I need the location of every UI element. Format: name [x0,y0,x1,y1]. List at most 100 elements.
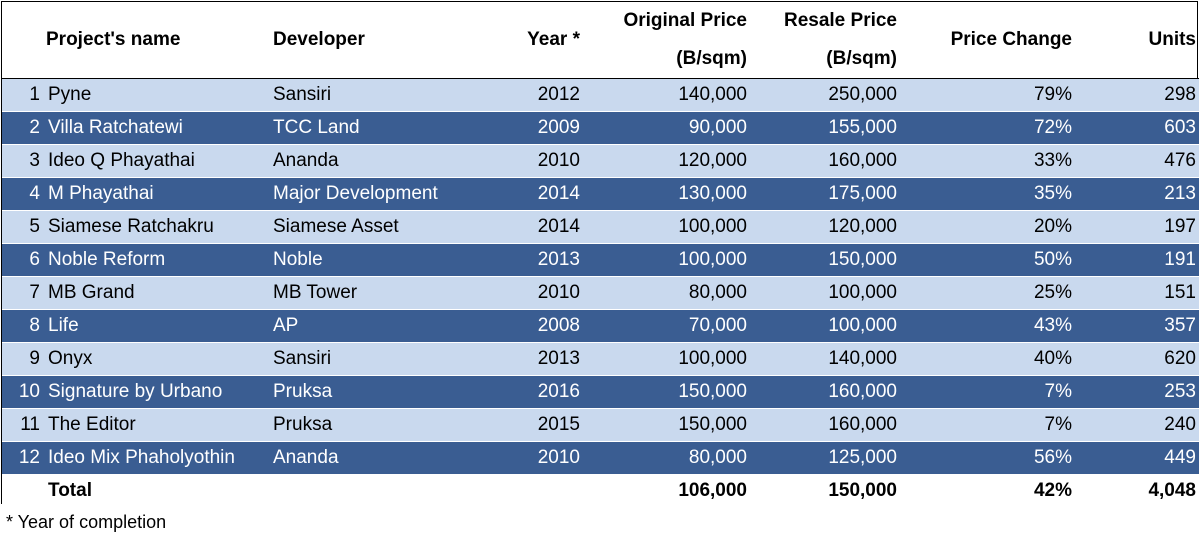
cell-developer: TCC Land [270,111,495,145]
cell-resale-price: 250,000 [750,78,900,112]
header-year: Year * [495,2,583,79]
cell-original-price: 70,000 [583,309,750,343]
cell-price-change: 50% [900,243,1075,277]
cell-units: 620 [1075,342,1199,376]
cell-units: 151 [1075,276,1199,310]
table-row: 1 Pyne Sansiri 2012 140,000 250,000 79% 298 [2,78,1199,112]
cell-year: 2010 [495,144,583,178]
cell-original-price: 130,000 [583,177,750,211]
header-row: Project's name Developer Year * Original… [2,2,1199,79]
table-body: 1 Pyne Sansiri 2012 140,000 250,000 79% 298 2 Vil… [2,78,1199,475]
cell-project-name: Onyx [43,342,270,376]
cell-row-number: 2 [2,111,43,145]
cell-original-price: 100,000 [583,210,750,244]
table-row: 3 Ideo Q Phayathai Ananda 2010 120,000 160,00… [2,144,1199,178]
cell-units: 240 [1075,408,1199,442]
cell-units: 449 [1075,441,1199,475]
header-original-price: Original Price (B/sqm) [583,2,750,79]
cell-year: 2014 [495,210,583,244]
total-label: Total [43,474,270,508]
cell-project-name: MB Grand [43,276,270,310]
cell-units: 298 [1075,78,1199,112]
cell-units: 476 [1075,144,1199,178]
table-row: 5 Siamese Ratchakru Siamese Asset 2014 100,0… [2,210,1199,244]
cell-project-name: Ideo Mix Phaholyothin [43,441,270,475]
cell-original-price: 140,000 [583,78,750,112]
cell-row-number: 1 [2,78,43,112]
cell-original-price: 100,000 [583,243,750,277]
table-row: 6 Noble Reform Noble 2013 100,000 150,000 50% 1… [2,243,1199,277]
cell-project-name: Noble Reform [43,243,270,277]
cell-developer: MB Tower [270,276,495,310]
cell-developer: Ananda [270,144,495,178]
cell-original-price: 80,000 [583,276,750,310]
cell-row-number: 6 [2,243,43,277]
cell-developer: AP [270,309,495,343]
cell-price-change: 20% [900,210,1075,244]
total-year [495,474,583,508]
total-developer [270,474,495,508]
cell-developer: Sansiri [270,78,495,112]
cell-row-number: 8 [2,309,43,343]
cell-project-name: Pyne [43,78,270,112]
cell-developer: Siamese Asset [270,210,495,244]
header-price-change: Price Change [900,2,1075,79]
cell-units: 213 [1075,177,1199,211]
cell-developer: Major Development [270,177,495,211]
table-header: Project's name Developer Year * Original… [2,2,1199,79]
cell-original-price: 90,000 [583,111,750,145]
table-row: 11 The Editor Pruksa 2015 150,000 160,000 7% 24… [2,408,1199,442]
table-row: 10 Signature by Urbano Pruksa 2016 150,000 16… [2,375,1199,409]
price-table: Project's name Developer Year * Original… [1,1,1199,508]
cell-original-price: 150,000 [583,375,750,409]
cell-resale-price: 100,000 [750,276,900,310]
table-footer: Total 106,000 150,000 42% 4,048 [2,474,1199,508]
cell-price-change: 72% [900,111,1075,145]
cell-resale-price: 100,000 [750,309,900,343]
cell-resale-price: 125,000 [750,441,900,475]
cell-units: 197 [1075,210,1199,244]
header-project-name: Project's name [43,2,270,79]
footnote: * Year of completion [6,512,167,532]
cell-row-number: 4 [2,177,43,211]
cell-project-name: Villa Ratchatewi [43,111,270,145]
cell-resale-price: 140,000 [750,342,900,376]
total-num [2,474,43,508]
cell-year: 2009 [495,111,583,145]
cell-year: 2015 [495,408,583,442]
cell-row-number: 5 [2,210,43,244]
cell-project-name: Signature by Urbano [43,375,270,409]
cell-row-number: 9 [2,342,43,376]
cell-developer: Pruksa [270,375,495,409]
cell-resale-price: 175,000 [750,177,900,211]
cell-units: 357 [1075,309,1199,343]
cell-resale-price: 160,000 [750,144,900,178]
table-row: 12 Ideo Mix Phaholyothin Ananda 2010 80,000 1… [2,441,1199,475]
cell-price-change: 35% [900,177,1075,211]
cell-year: 2013 [495,243,583,277]
cell-price-change: 7% [900,408,1075,442]
total-units: 4,048 [1075,474,1199,508]
cell-year: 2010 [495,441,583,475]
table-row: 7 MB Grand MB Tower 2010 80,000 100,000 25% 151 [2,276,1199,310]
cell-year: 2010 [495,276,583,310]
cell-project-name: Ideo Q Phayathai [43,144,270,178]
cell-original-price: 80,000 [583,441,750,475]
cell-year: 2016 [495,375,583,409]
cell-resale-price: 120,000 [750,210,900,244]
cell-units: 603 [1075,111,1199,145]
cell-developer: Pruksa [270,408,495,442]
cell-year: 2014 [495,177,583,211]
total-row: Total 106,000 150,000 42% 4,048 [2,474,1199,508]
cell-year: 2012 [495,78,583,112]
cell-project-name: Siamese Ratchakru [43,210,270,244]
cell-project-name: Life [43,309,270,343]
total-original-price: 106,000 [583,474,750,508]
header-units: Units [1075,2,1199,79]
cell-units: 253 [1075,375,1199,409]
cell-resale-price: 160,000 [750,375,900,409]
cell-developer: Ananda [270,441,495,475]
cell-price-change: 25% [900,276,1075,310]
cell-row-number: 11 [2,408,43,442]
